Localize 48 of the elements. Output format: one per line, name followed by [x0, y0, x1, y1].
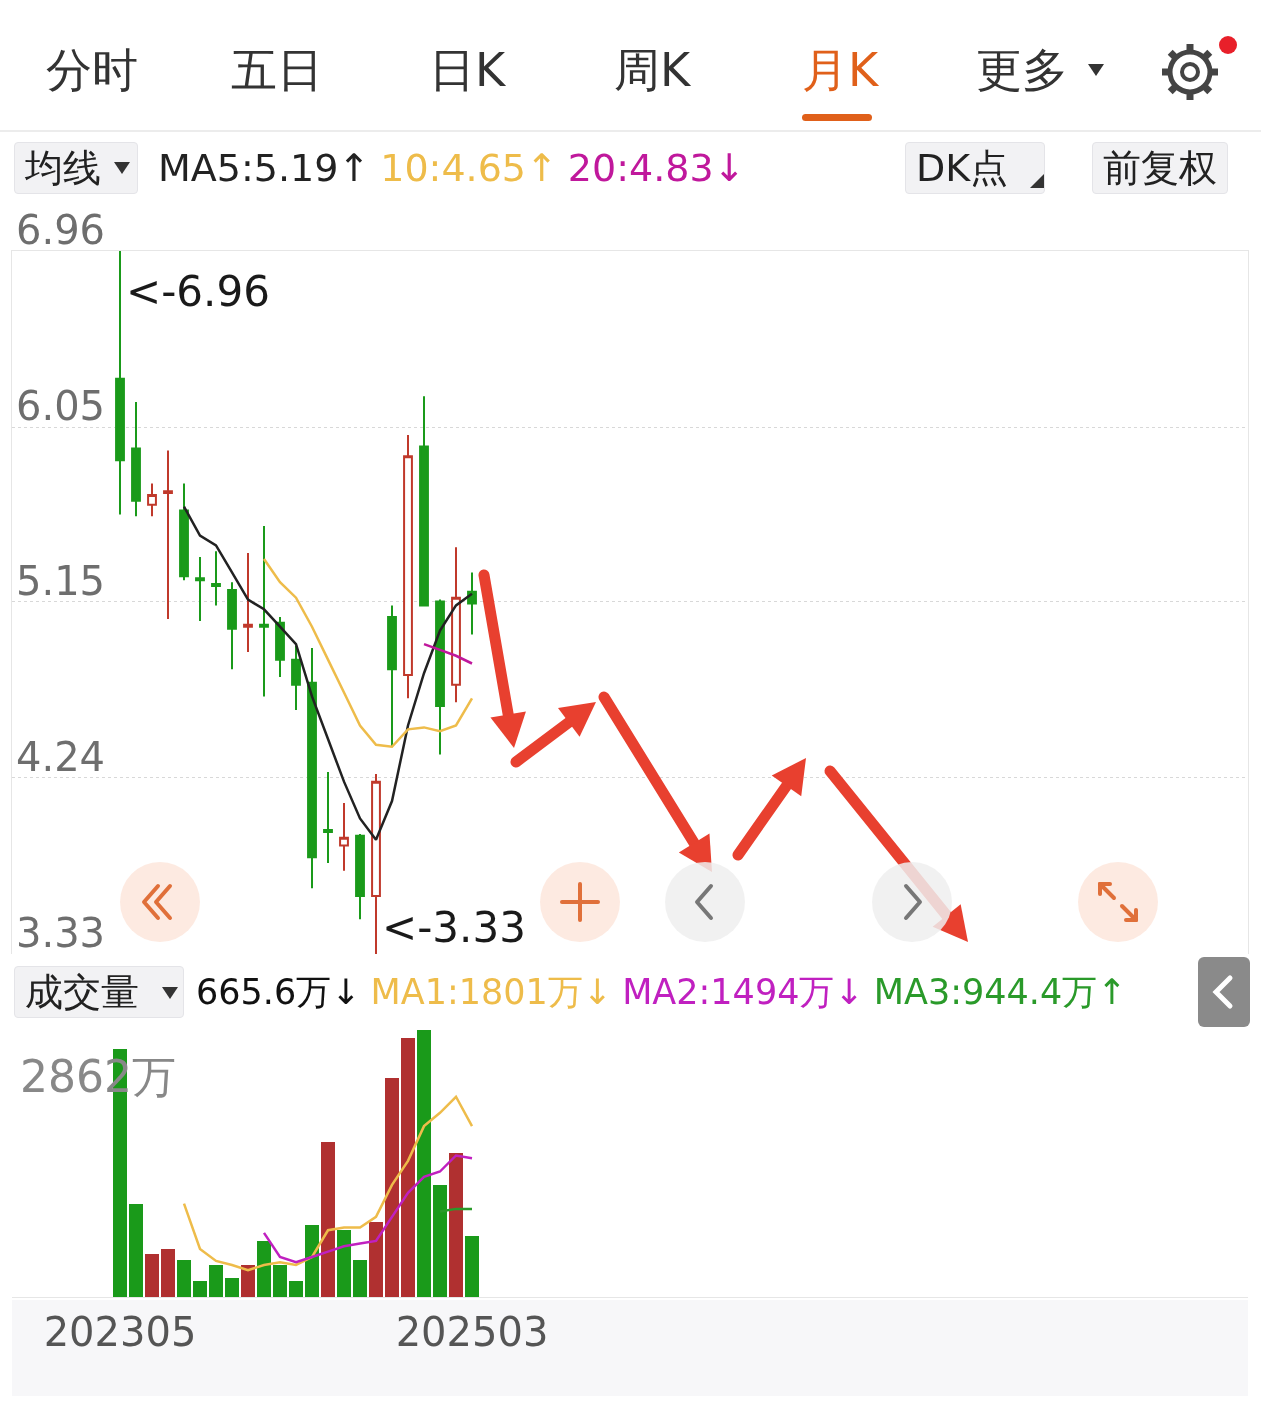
bar — [224, 1278, 240, 1297]
bar — [176, 1259, 192, 1297]
bar — [320, 1142, 336, 1297]
text: MA1:1801万↓ — [370, 971, 613, 1014]
bar — [288, 1280, 304, 1297]
y-tick-label: 5.15 — [16, 558, 106, 604]
bar — [160, 1248, 176, 1297]
y-tick-label: 3.33 — [16, 910, 106, 956]
text: 10:4.65↑ — [380, 145, 558, 192]
bar — [352, 1259, 368, 1297]
bar — [256, 1240, 272, 1297]
bar — [144, 1254, 160, 1297]
bar — [400, 1038, 416, 1297]
y-tick-label: 6.05 — [16, 383, 106, 429]
text: DK点 — [905, 142, 1046, 194]
bar — [336, 1230, 352, 1297]
text: 前复权 — [1092, 142, 1228, 194]
bar — [432, 1184, 448, 1297]
text: 更多 — [976, 42, 1068, 99]
bar — [304, 1224, 320, 1297]
text: 周K — [613, 42, 691, 99]
x-tick-label: 202503 — [395, 1309, 549, 1355]
text: MA3:944.4万↑ — [873, 971, 1127, 1014]
bar — [240, 1264, 256, 1297]
annotation: <-3.33 — [382, 903, 526, 952]
bar — [128, 1203, 144, 1297]
text: 分时 — [46, 42, 138, 99]
text: 日K — [428, 42, 506, 99]
bar — [272, 1264, 288, 1297]
bar — [384, 1078, 400, 1297]
bar — [448, 1152, 464, 1297]
annotation: <-6.96 — [126, 267, 270, 316]
y-tick-label: 6.96 — [16, 207, 106, 253]
text: 20:4.83↓ — [567, 145, 746, 192]
bar — [416, 1030, 432, 1297]
bar — [208, 1264, 224, 1297]
text: 月K — [801, 42, 879, 99]
y-tick-label: 4.24 — [16, 734, 106, 780]
text: 均线 — [14, 142, 138, 194]
text: 五日 — [231, 42, 323, 99]
bar — [368, 1222, 384, 1297]
text: MA2:1494万↓ — [622, 971, 864, 1014]
text: 成交量 — [14, 966, 184, 1018]
text: 665.6万↓ — [196, 971, 361, 1014]
bar — [464, 1235, 480, 1297]
text: MA5:5.19↑ — [158, 145, 371, 192]
x-tick-label: 202305 — [43, 1309, 197, 1355]
bar — [192, 1280, 208, 1297]
